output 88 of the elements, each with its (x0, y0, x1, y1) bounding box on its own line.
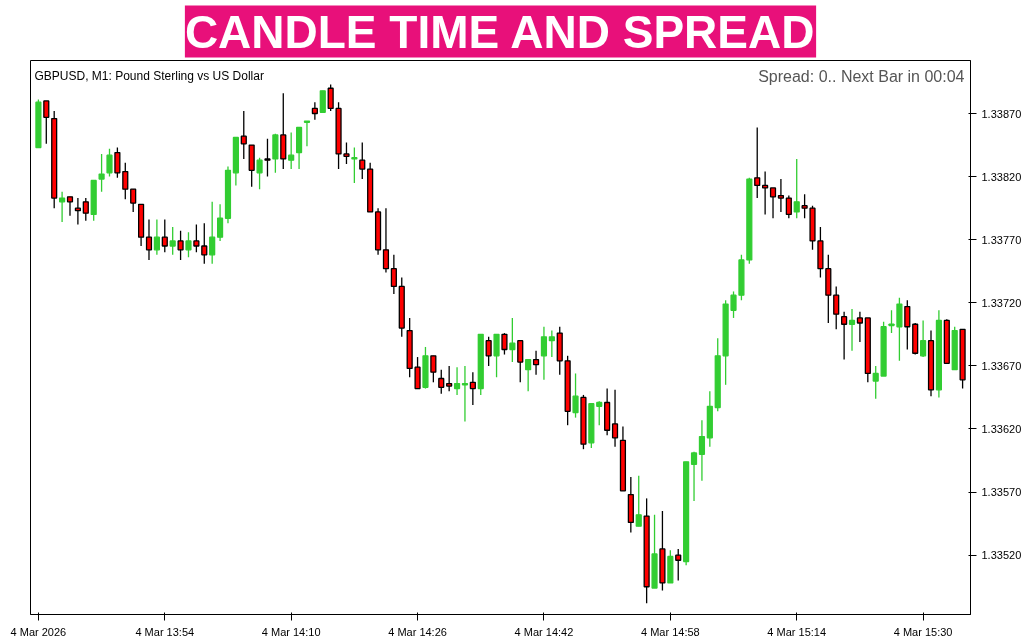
candlestick (453, 366, 461, 396)
candlestick (904, 299, 911, 351)
candlestick (216, 203, 224, 242)
candlestick (59, 191, 66, 223)
candlestick (343, 141, 350, 165)
candlestick (762, 170, 769, 216)
candlestick (509, 317, 516, 363)
candlestick (319, 90, 326, 113)
y-tick-label: 1.33570 (981, 486, 1022, 499)
candlestick (153, 218, 160, 256)
candlestick (130, 188, 137, 213)
candlestick (769, 187, 777, 219)
y-tick-label: 1.33720 (981, 296, 1022, 309)
candlestick (446, 365, 453, 392)
candlestick (548, 329, 555, 358)
candlestick (145, 218, 153, 261)
candlestick (311, 101, 318, 121)
candlestick (493, 333, 500, 378)
candlestick (635, 475, 642, 527)
candlestick (754, 126, 761, 199)
candlestick (532, 350, 540, 376)
candlestick (161, 218, 168, 253)
x-tick-label: 4 Mar 15:14 (767, 625, 827, 638)
candlestick (359, 141, 366, 180)
candlestick (469, 371, 476, 406)
candlestick (698, 419, 706, 482)
y-tick-label: 1.33520 (981, 549, 1022, 562)
candlestick (675, 548, 682, 582)
candlestick (98, 153, 105, 193)
candlestick (841, 310, 848, 361)
candlestick (66, 196, 74, 217)
candlestick (280, 92, 287, 170)
y-tick-label: 1.33770 (981, 233, 1022, 246)
x-tick-label: 4 Mar 14:26 (388, 625, 447, 638)
candlestick (430, 355, 437, 383)
candlestick (572, 372, 579, 419)
candlestick (240, 110, 247, 160)
candlestick (390, 254, 397, 295)
candlestick (920, 319, 927, 358)
candlestick (833, 285, 840, 330)
candlestick (209, 201, 216, 265)
candlestick (485, 336, 492, 367)
candlestick (193, 223, 200, 253)
candlestick (596, 400, 603, 426)
candlestick (264, 138, 271, 178)
candlestick (525, 358, 532, 392)
candlestick (114, 146, 121, 179)
x-tick-label: 4 Mar 2026 (10, 625, 67, 638)
candlestick (303, 120, 311, 147)
candlestick (517, 340, 524, 383)
candlestick (43, 100, 50, 145)
y-tick-label: 1.33620 (981, 422, 1022, 435)
annotation: GBPUSD, M1: Pound Sterling vs US Dollar (34, 68, 264, 83)
y-tick-label: 1.33820 (981, 170, 1022, 183)
candlestick (777, 178, 785, 213)
y-tick-label: 1.33870 (981, 107, 1022, 120)
candlestick (272, 133, 279, 174)
x-tick-label: 4 Mar 14:10 (261, 625, 321, 638)
candlestick (501, 332, 508, 356)
candlestick (690, 451, 698, 502)
candlestick (177, 230, 184, 261)
chart-title: CANDLE TIME AND SPREAD (184, 5, 815, 58)
candlestick (793, 158, 800, 219)
x-tick-label: 4 Mar 14:42 (514, 625, 574, 638)
candlestick (74, 197, 81, 226)
candlestick (122, 162, 129, 200)
candlestick (256, 157, 263, 190)
candlestick (785, 194, 792, 219)
candlestick (848, 308, 856, 352)
candlestick (288, 131, 295, 170)
candlestick (201, 222, 208, 265)
candlestick (540, 326, 548, 381)
x-tick-label: 4 Mar 14:58 (640, 625, 700, 638)
x-tick-label: 4 Mar 13:54 (135, 625, 195, 638)
candlestick (351, 146, 358, 184)
y-tick-label: 1.33670 (981, 359, 1022, 372)
candlestick (82, 197, 89, 222)
candlestick (438, 369, 445, 395)
annotation: Spread: 0.. Next Bar in 00:04 (758, 67, 965, 85)
candlestick (872, 365, 879, 400)
candlestick (106, 148, 113, 178)
candlestick (169, 226, 176, 256)
x-tick-label: 4 Mar 15:30 (893, 625, 953, 638)
candlestick (856, 310, 864, 343)
candlestick (611, 389, 619, 448)
candlestick (382, 207, 390, 274)
candlestick (185, 231, 192, 259)
candlestick (801, 193, 808, 219)
